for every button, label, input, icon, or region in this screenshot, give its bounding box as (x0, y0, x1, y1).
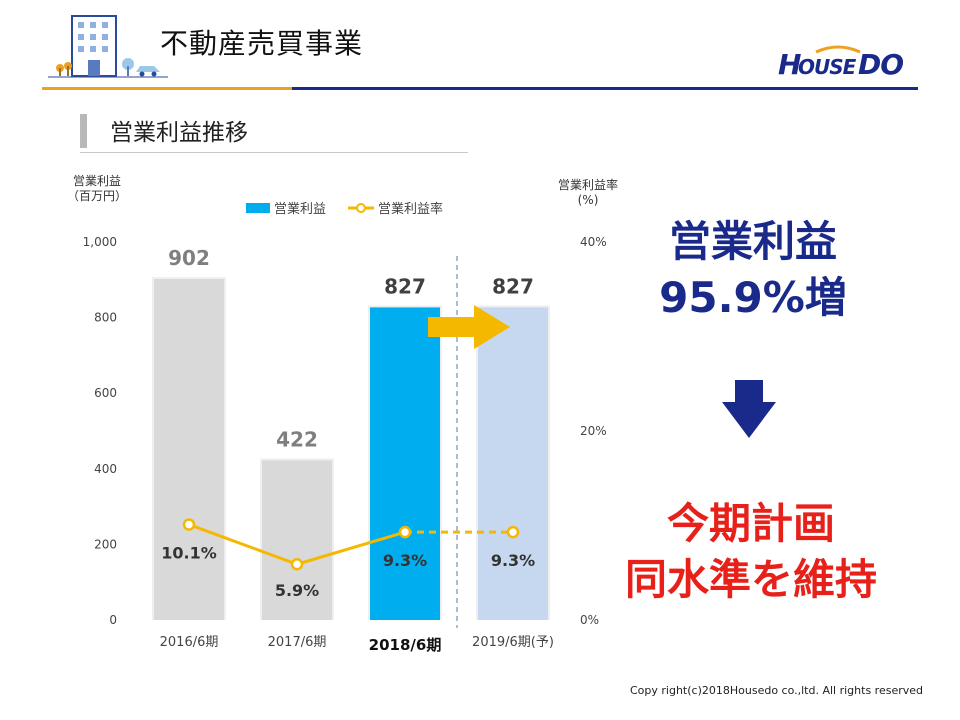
y-right-tick-label: 40% (580, 235, 607, 249)
headline1-line2: 95.9%増 (659, 273, 847, 322)
section-divider (80, 152, 468, 153)
y-left-tick-label: 0 (109, 613, 117, 627)
y-right-tick-label: 0% (580, 613, 599, 627)
bar-data-labels: 902 422 827 827 (168, 246, 534, 451)
housedo-logo: H OUSE DO (778, 44, 910, 92)
line-data-label: 9.3% (383, 551, 427, 570)
line-series (182, 518, 520, 571)
legend-line-marker (356, 203, 366, 213)
section-marker (80, 114, 87, 148)
headline2-line1: 今期計画 (666, 499, 835, 548)
y-left-tick-label: 600 (94, 386, 117, 400)
y-right-tick-label: 20% (580, 424, 607, 438)
down-arrow-icon (722, 380, 776, 438)
bar-data-label: 422 (276, 427, 318, 451)
line-point (182, 518, 196, 531)
bar (154, 279, 224, 620)
headline-operating-profit: 営業利益 95.9%増 (608, 214, 898, 326)
y-left-tick-label: 200 (94, 537, 117, 551)
y-left-axis-title: 営業利益 （百万円） (62, 174, 132, 204)
legend-line-label: 営業利益率 (378, 201, 443, 217)
headline-plan: 今期計画 同水準を維持 (596, 496, 906, 608)
x-tick-label: 2019/6期(予) (472, 635, 554, 650)
building-illustration (48, 15, 168, 78)
logo-mark: H OUSE DO (778, 45, 904, 81)
svg-text:H: H (778, 48, 801, 81)
copyright-notice: Copy right(c)2018Housedo co.,ltd. All ri… (630, 684, 924, 697)
section-title: 営業利益推移 (110, 120, 248, 146)
legend-bar-label: 営業利益 (274, 201, 326, 217)
y-right-axis-title: 営業利益率 (%) (548, 178, 628, 208)
y-right-ticks: 0% 20% 40% (580, 235, 607, 627)
y-left-title-line2: （百万円） (66, 189, 127, 203)
headline1-line1: 営業利益 (668, 217, 837, 266)
x-tick-label: 2017/6期 (268, 635, 327, 650)
x-axis-ticks: 2016/6期 2017/6期 2018/6期 2019/6期(予) (160, 635, 554, 654)
y-left-tick-label: 1,000 (83, 235, 117, 249)
y-right-title-line2: (%) (577, 193, 599, 207)
bar (478, 307, 548, 620)
page-title: 不動産売買事業 (160, 27, 364, 60)
line-data-label: 5.9% (275, 581, 319, 600)
line-point (290, 557, 304, 571)
x-tick-label: 2018/6期 (369, 636, 442, 654)
bar (370, 307, 440, 620)
line-data-label: 10.1% (161, 544, 217, 563)
chart-legend: 営業利益 営業利益率 (246, 201, 443, 217)
y-right-title-line1: 営業利益率 (557, 178, 618, 192)
svg-text:DO: DO (858, 48, 903, 81)
legend-bar-swatch (246, 203, 270, 213)
y-left-ticks: 0 200 400 600 800 1,000 (83, 235, 117, 627)
growth-arrow (428, 305, 510, 349)
headline2-line2: 同水準を維持 (624, 555, 877, 604)
y-left-tick-label: 800 (94, 311, 117, 325)
bar-series (152, 277, 550, 620)
bar-data-label: 827 (492, 274, 534, 298)
line-point (398, 525, 412, 539)
x-tick-label: 2016/6期 (160, 635, 219, 650)
bar (262, 460, 332, 620)
line-point (506, 525, 520, 539)
line-data-labels: 10.1% 5.9% 9.3% 9.3% (161, 544, 535, 601)
bar-data-label: 827 (384, 274, 426, 298)
header-rule-navy (292, 87, 918, 90)
bar-data-label: 902 (168, 246, 210, 270)
header-rule-orange (42, 87, 292, 90)
line-data-label: 9.3% (491, 551, 535, 570)
y-left-tick-label: 400 (94, 462, 117, 476)
svg-text:OUSE: OUSE (798, 55, 857, 79)
y-left-title-line1: 営業利益 (72, 174, 121, 188)
